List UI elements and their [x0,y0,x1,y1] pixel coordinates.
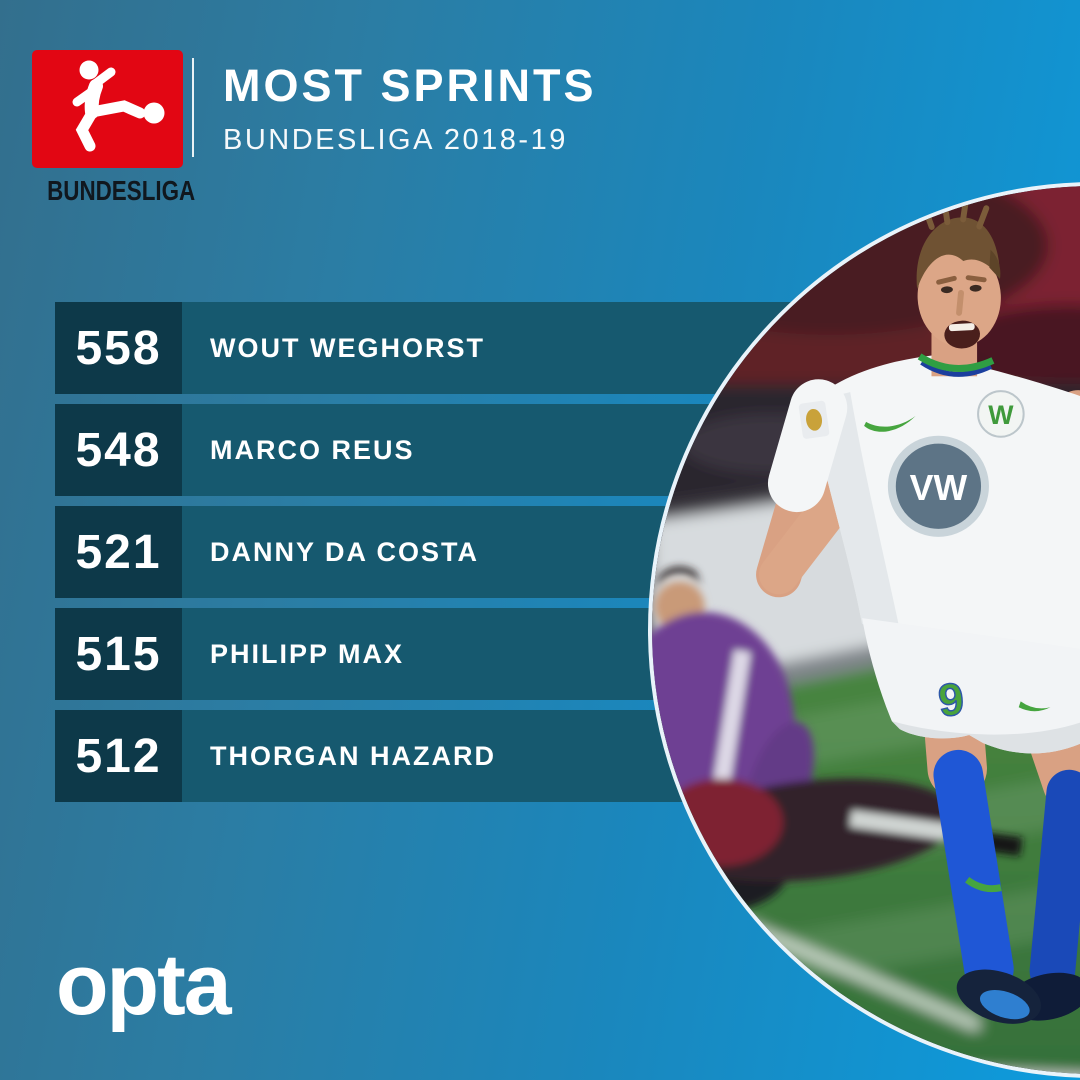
opta-logo: opta [56,937,232,1033]
main-player-figure: W VW [756,196,1080,1024]
page-title: MOST SPRINTS [223,60,597,111]
player-head [916,196,1001,349]
svg-text:W: W [988,400,1014,430]
sprint-count: 521 [55,506,182,598]
vw-logo-icon: VW [887,435,989,537]
sleeve-patch-icon [798,400,830,439]
shirt-number: 9 [936,673,967,726]
sprint-count: 512 [55,710,182,802]
svg-text:VW: VW [910,468,968,508]
sprint-count: 515 [55,608,182,700]
bundesliga-wordmark: BUNDESLIGA [47,175,196,206]
football-icon [143,102,165,124]
bundesliga-kicker-icon [72,60,165,152]
wolfsburg-badge-icon: W [977,390,1025,438]
nike-swoosh-icon [864,415,916,432]
page-subtitle: BUNDESLIGA 2018-19 [223,124,568,156]
stadium-scene: W VW [652,186,1080,1074]
player-head-shape [79,60,99,80]
sprint-count: 548 [55,404,182,496]
bundesliga-logo [32,50,183,168]
sprint-count: 558 [55,302,182,394]
header-divider [192,58,194,157]
